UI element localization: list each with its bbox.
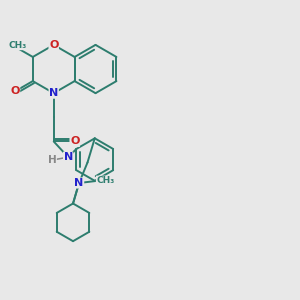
Text: CH₃: CH₃ [9, 41, 27, 50]
Text: N: N [74, 178, 84, 188]
Text: H: H [48, 154, 56, 165]
Text: O: O [49, 40, 58, 50]
Text: O: O [70, 136, 80, 146]
Text: O: O [10, 86, 20, 96]
Text: N: N [49, 88, 58, 98]
Text: N: N [64, 152, 73, 162]
Text: CH₃: CH₃ [96, 176, 115, 185]
